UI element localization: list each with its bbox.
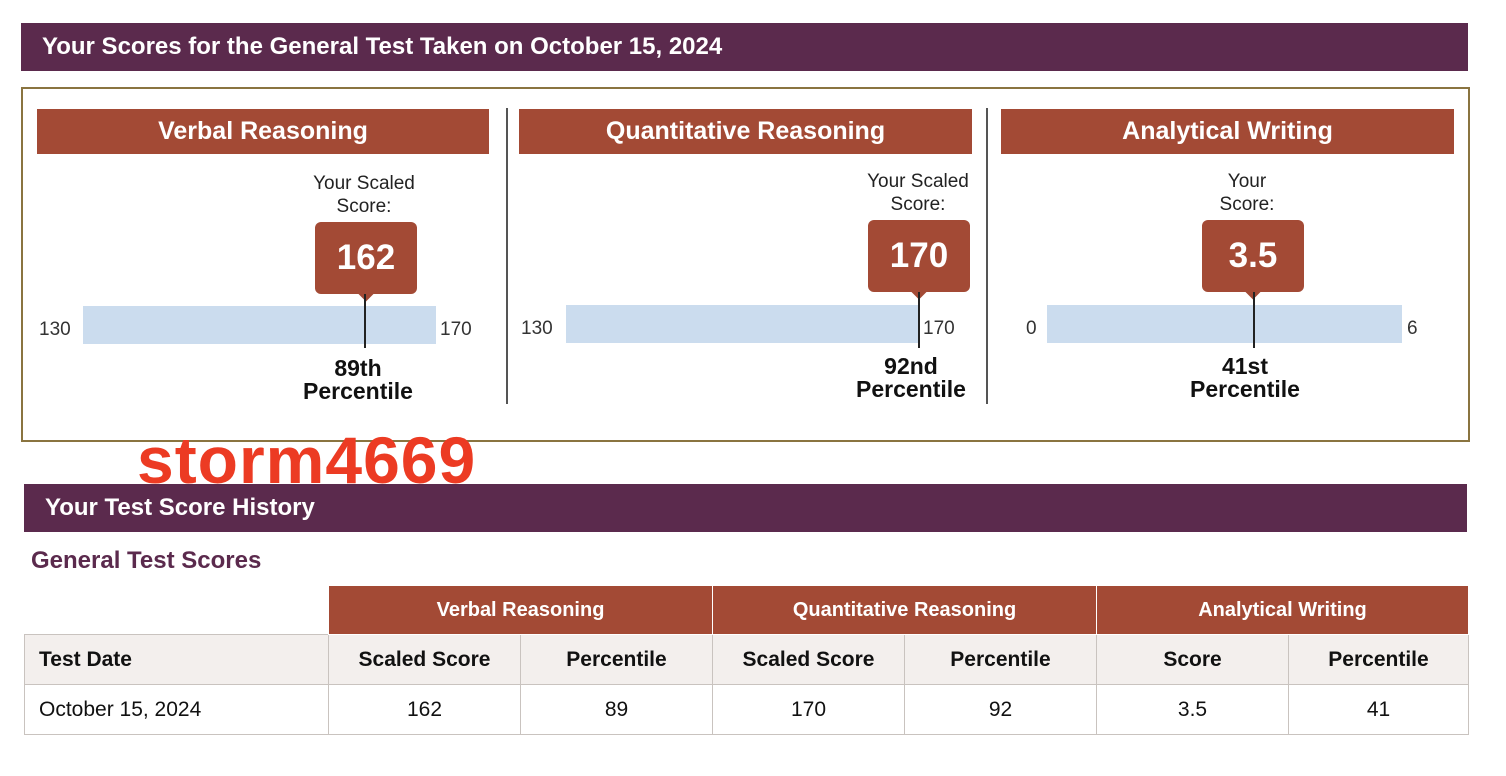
quant-score-box: 170 bbox=[868, 220, 970, 292]
verbal-scaled-score-label: Your Scaled Score: bbox=[313, 173, 415, 217]
writing-scale-min: 0 bbox=[1026, 318, 1037, 339]
analytical-writing-title: Analytical Writing bbox=[1122, 117, 1333, 145]
verbal-score-track bbox=[83, 306, 436, 344]
history-banner-title: Your Test Score History bbox=[45, 494, 315, 521]
quantitative-reasoning-header: Quantitative Reasoning bbox=[519, 109, 972, 154]
writing-scale-max: 6 bbox=[1407, 318, 1418, 339]
analytical-writing-header: Analytical Writing bbox=[1001, 109, 1454, 154]
group-header-verbal: Verbal Reasoning bbox=[328, 585, 713, 635]
cell-test-date: October 15, 2024 bbox=[24, 684, 329, 735]
quant-score-value: 170 bbox=[889, 236, 949, 275]
writing-score-value: 3.5 bbox=[1228, 236, 1278, 275]
writing-percentile-rank: 41st bbox=[1221, 353, 1269, 379]
verbal-score-box: 162 bbox=[315, 222, 417, 294]
writing-percentile: 41st Percentile bbox=[1145, 355, 1345, 401]
writing-score-label: Your Score: bbox=[1219, 171, 1275, 215]
verbal-reasoning-header: Verbal Reasoning bbox=[37, 109, 489, 154]
verbal-percentile: 89th Percentile bbox=[258, 357, 458, 403]
quant-percentile-rank: 92nd bbox=[884, 353, 938, 379]
verbal-reasoning-title: Verbal Reasoning bbox=[158, 117, 368, 145]
column-header-writing-score: Score bbox=[1096, 634, 1289, 685]
verbal-percentile-word: Percentile bbox=[303, 378, 413, 404]
column-header-quant-scaled-score: Scaled Score bbox=[712, 634, 905, 685]
quant-percentile-word: Percentile bbox=[856, 376, 966, 402]
quant-scaled-score-label: Your Scaled Score: bbox=[867, 171, 969, 215]
table-corner-cell bbox=[24, 585, 329, 635]
panel-divider bbox=[986, 108, 988, 404]
writing-score-track bbox=[1047, 305, 1402, 343]
cell-verbal-percentile: 89 bbox=[520, 684, 713, 735]
quant-score-track bbox=[566, 305, 919, 343]
quant-score-marker bbox=[918, 292, 920, 348]
table-group-header-row: Verbal Reasoning Quantitative Reasoning … bbox=[24, 585, 1469, 635]
group-header-writing: Analytical Writing bbox=[1096, 585, 1469, 635]
column-header-quant-percentile: Percentile bbox=[904, 634, 1097, 685]
column-header-verbal-percentile: Percentile bbox=[520, 634, 713, 685]
history-banner: Your Test Score History bbox=[24, 484, 1467, 532]
scores-banner-title: Your Scores for the General Test Taken o… bbox=[42, 33, 723, 60]
cell-writing-score: 3.5 bbox=[1096, 684, 1289, 735]
quant-scale-max: 170 bbox=[923, 318, 955, 339]
cell-writing-percentile: 41 bbox=[1288, 684, 1469, 735]
score-history-table: Verbal Reasoning Quantitative Reasoning … bbox=[24, 585, 1469, 735]
quant-scale-min: 130 bbox=[521, 318, 553, 339]
cell-verbal-scaled-score: 162 bbox=[328, 684, 521, 735]
verbal-percentile-rank: 89th bbox=[334, 355, 382, 381]
general-test-scores-title: General Test Scores bbox=[31, 547, 262, 574]
scores-banner: Your Scores for the General Test Taken o… bbox=[21, 23, 1468, 71]
verbal-score-marker bbox=[364, 294, 367, 348]
table-sub-header-row: Test Date Scaled Score Percentile Scaled… bbox=[24, 634, 1469, 685]
writing-score-box: 3.5 bbox=[1202, 220, 1304, 292]
quant-percentile: 92nd Percentile bbox=[811, 355, 1011, 401]
table-row: October 15, 2024 162 89 170 92 3.5 41 bbox=[24, 684, 1469, 735]
group-header-quantitative: Quantitative Reasoning bbox=[712, 585, 1097, 635]
panel-divider bbox=[506, 108, 508, 404]
column-header-test-date: Test Date bbox=[24, 634, 329, 685]
cell-quant-percentile: 92 bbox=[904, 684, 1097, 735]
writing-percentile-word: Percentile bbox=[1190, 376, 1300, 402]
cell-quant-scaled-score: 170 bbox=[712, 684, 905, 735]
verbal-scale-max: 170 bbox=[440, 319, 472, 340]
verbal-score-value: 162 bbox=[336, 238, 396, 277]
quantitative-reasoning-title: Quantitative Reasoning bbox=[605, 117, 886, 145]
writing-score-marker bbox=[1253, 292, 1256, 348]
column-header-writing-percentile: Percentile bbox=[1288, 634, 1469, 685]
column-header-verbal-scaled-score: Scaled Score bbox=[328, 634, 521, 685]
verbal-scale-min: 130 bbox=[39, 319, 71, 340]
